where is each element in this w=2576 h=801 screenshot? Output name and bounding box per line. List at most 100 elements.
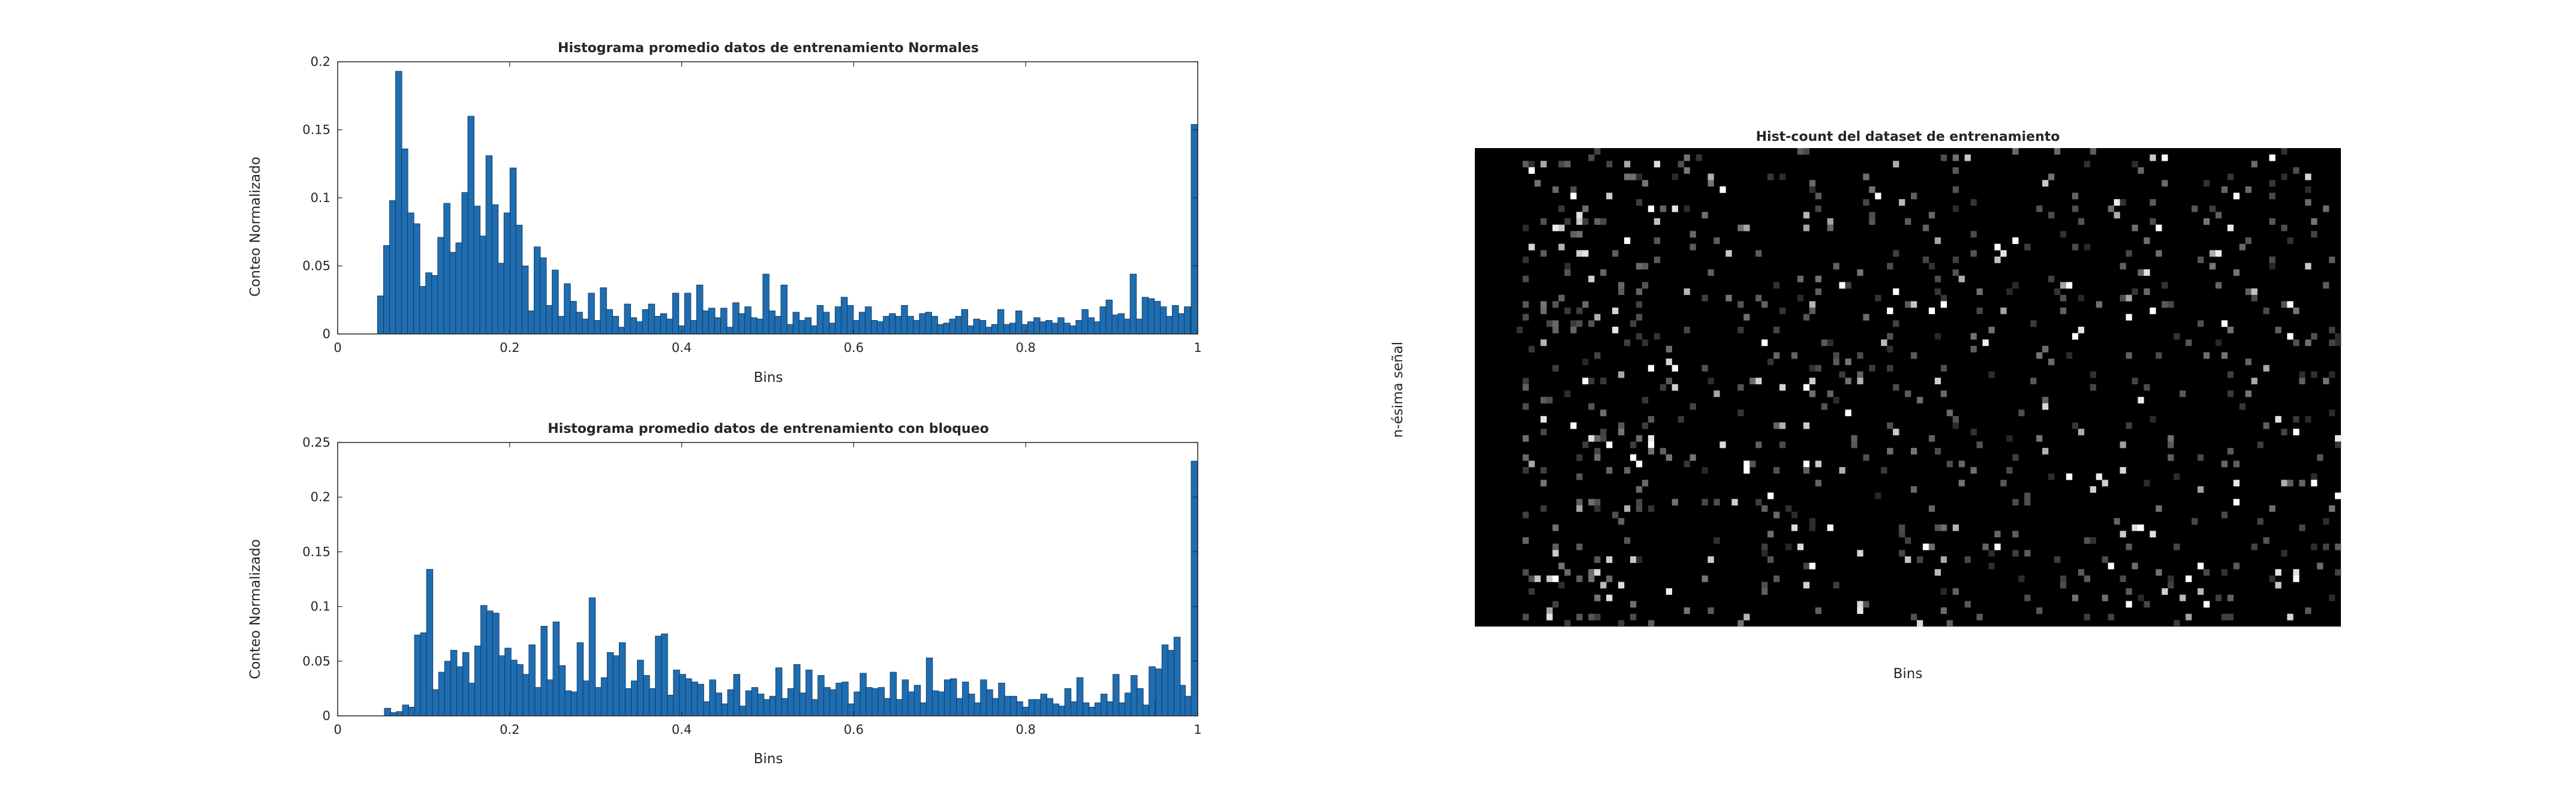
heatmap-cell	[1809, 180, 1815, 187]
heatmap-cell	[2060, 294, 2067, 302]
heatmap-cell	[2060, 308, 2067, 314]
heatmap-cell	[1564, 569, 1571, 576]
heatmap-cell	[1905, 537, 1911, 544]
heatmap-cell	[2269, 192, 2276, 200]
heatmap-cell	[1857, 607, 1863, 615]
heatmap-cell	[1672, 205, 1678, 212]
heatmap-cell	[2156, 250, 2162, 257]
heatmap-cell	[1588, 575, 1595, 582]
bar	[828, 323, 836, 335]
heatmap-cell	[1845, 282, 1851, 289]
heatmap-cell	[2197, 588, 2204, 595]
heatmap-cell	[1636, 435, 1643, 442]
heatmap-cell	[2126, 250, 2132, 257]
heatmap-cell	[2227, 390, 2234, 398]
bar	[582, 680, 590, 716]
heatmap-cell	[1952, 269, 1959, 276]
bar	[1003, 324, 1011, 335]
heatmap-cell	[1905, 556, 1911, 563]
bar	[1184, 306, 1191, 335]
heatmap-cell	[2126, 422, 2132, 429]
bar	[1004, 695, 1011, 716]
heatmap-cell	[1815, 275, 1821, 282]
heatmap-cell	[1940, 301, 1947, 308]
heatmap-cell	[1910, 192, 1917, 200]
heatmap-cell	[1720, 186, 1726, 193]
heatmap-cell	[1744, 224, 1750, 231]
heatmap-cell	[1570, 231, 1577, 238]
heatmap-cell	[2162, 282, 2168, 289]
heatmap-cell	[1690, 243, 1696, 251]
bar	[720, 308, 728, 335]
heatmap-cell	[2269, 575, 2276, 582]
heatmap-cell	[1558, 582, 1565, 589]
heatmap-cell	[1988, 562, 1995, 570]
heatmap-cell	[2090, 486, 2096, 493]
bar	[401, 148, 408, 335]
heatmap-cell	[1576, 308, 1583, 314]
bar	[432, 689, 440, 716]
heatmap-cell	[1564, 269, 1571, 276]
heatmap-cell	[1857, 352, 1863, 359]
bar	[1093, 321, 1101, 335]
heatmap-cell	[1576, 454, 1583, 461]
bar	[895, 699, 903, 716]
heatmap-cell	[1762, 301, 1768, 308]
heatmap-cell	[2281, 301, 2288, 308]
heatmap-cell	[2197, 454, 2204, 461]
heatmap-cell	[1803, 582, 1809, 589]
heatmap-cell	[1744, 467, 1750, 474]
heatmap-cell	[1952, 186, 1959, 193]
heatmap-cell	[1797, 543, 1804, 550]
heatmap-cell	[1857, 371, 1863, 378]
heatmap-cell	[2233, 562, 2240, 570]
bar	[1070, 701, 1078, 716]
heatmap-cell	[1916, 620, 1923, 627]
heatmap-cell	[1940, 294, 1947, 302]
heatmap-cell	[1588, 320, 1595, 327]
bar	[624, 688, 632, 716]
heatmap-cell	[1779, 308, 1786, 314]
heatmap-cell	[2048, 173, 2055, 180]
heatmap-cell	[1588, 403, 1595, 410]
heatmap-cell	[2251, 161, 2258, 168]
heatmap-cell	[1558, 205, 1565, 212]
heatmap-cell	[1952, 524, 1959, 531]
heatmap-cell	[1797, 294, 1804, 302]
heatmap-cell	[2024, 550, 2031, 557]
bar	[889, 313, 896, 335]
bar	[594, 687, 602, 716]
heatmap-cell	[2126, 588, 2132, 595]
heatmap-cell	[2305, 607, 2312, 615]
heatmap-cell	[1803, 422, 1809, 429]
heatmap-cell	[1612, 250, 1619, 257]
heatmap-cell	[1815, 192, 1821, 200]
heatmap-cell	[1869, 212, 1875, 219]
bar	[431, 275, 438, 335]
heatmap-cell	[1893, 250, 1899, 257]
heatmap-cell	[2209, 205, 2216, 212]
heatmap-cell	[1618, 582, 1625, 589]
heatmap-cell	[1976, 613, 1983, 621]
heatmap-cell	[2203, 218, 2210, 225]
heatmap-cell	[2329, 256, 2335, 263]
bar	[503, 212, 511, 335]
heatmap-cell	[1815, 365, 1821, 372]
heatmap-cell	[2305, 199, 2312, 206]
heatmap-cell	[2203, 180, 2210, 187]
y-tick-label: 0.05	[302, 259, 330, 273]
heatmap-cell	[1630, 320, 1637, 327]
heatmap-cell	[1606, 575, 1613, 582]
bar	[509, 167, 517, 335]
bar	[967, 325, 975, 335]
heatmap-cell	[2150, 154, 2156, 161]
bar	[1039, 321, 1047, 335]
bar	[637, 660, 644, 716]
heatmap-cell	[2281, 173, 2288, 180]
heatmap-cell	[2048, 275, 2055, 282]
bar	[925, 657, 933, 716]
heatmap-cell	[1773, 326, 1780, 333]
heatmap-cell	[1803, 314, 1809, 321]
bar	[588, 293, 595, 335]
heatmap-cell	[2012, 454, 2019, 461]
